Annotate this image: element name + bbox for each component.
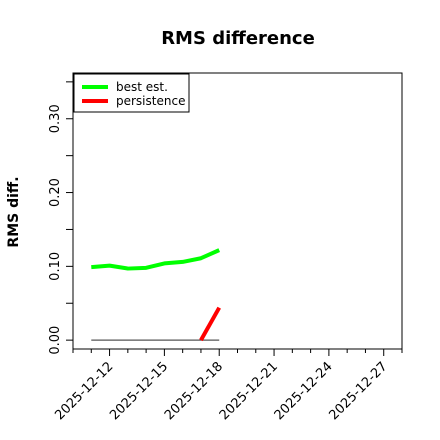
x-tick-label: 2025-12-21 xyxy=(217,359,281,423)
x-tick-label: 2025-12-18 xyxy=(162,359,226,423)
y-tick-label: 0.00 xyxy=(48,326,63,355)
legend-label: best est. xyxy=(116,80,168,94)
legend-label: persistence xyxy=(116,94,185,108)
legend: best est.persistence xyxy=(73,73,190,113)
legend-box xyxy=(73,73,190,113)
y-axis-label: RMS diff. xyxy=(6,176,22,247)
y-tick-label: 0.10 xyxy=(48,252,63,281)
x-tick-label: 2025-12-12 xyxy=(52,359,116,423)
x-tick-label: 2025-12-15 xyxy=(107,359,171,423)
plot-frame xyxy=(72,72,403,350)
axes: 0.000.100.200.302025-12-122025-12-152025… xyxy=(48,81,403,423)
series-line-best-est xyxy=(91,248,221,271)
x-tick-label: 2025-12-24 xyxy=(272,359,336,423)
series-line-persistence xyxy=(199,306,221,342)
x-tick-label: 2025-12-27 xyxy=(327,359,391,423)
y-tick-label: 0.20 xyxy=(48,178,63,207)
chart-title: RMS difference xyxy=(161,28,315,49)
series-layer xyxy=(91,248,221,342)
y-tick-label: 0.30 xyxy=(48,104,63,133)
